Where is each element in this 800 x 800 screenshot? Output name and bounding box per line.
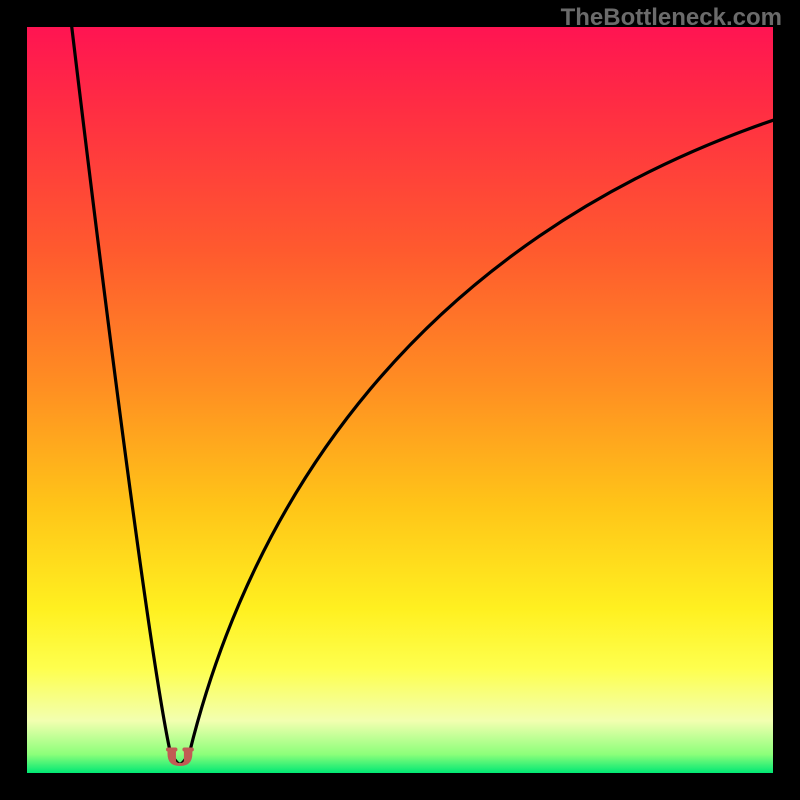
chart-root: TheBottleneck.com bbox=[0, 0, 800, 800]
plot-frame bbox=[25, 25, 775, 775]
watermark-text: TheBottleneck.com bbox=[561, 4, 782, 32]
bottleneck-curve bbox=[27, 27, 773, 773]
